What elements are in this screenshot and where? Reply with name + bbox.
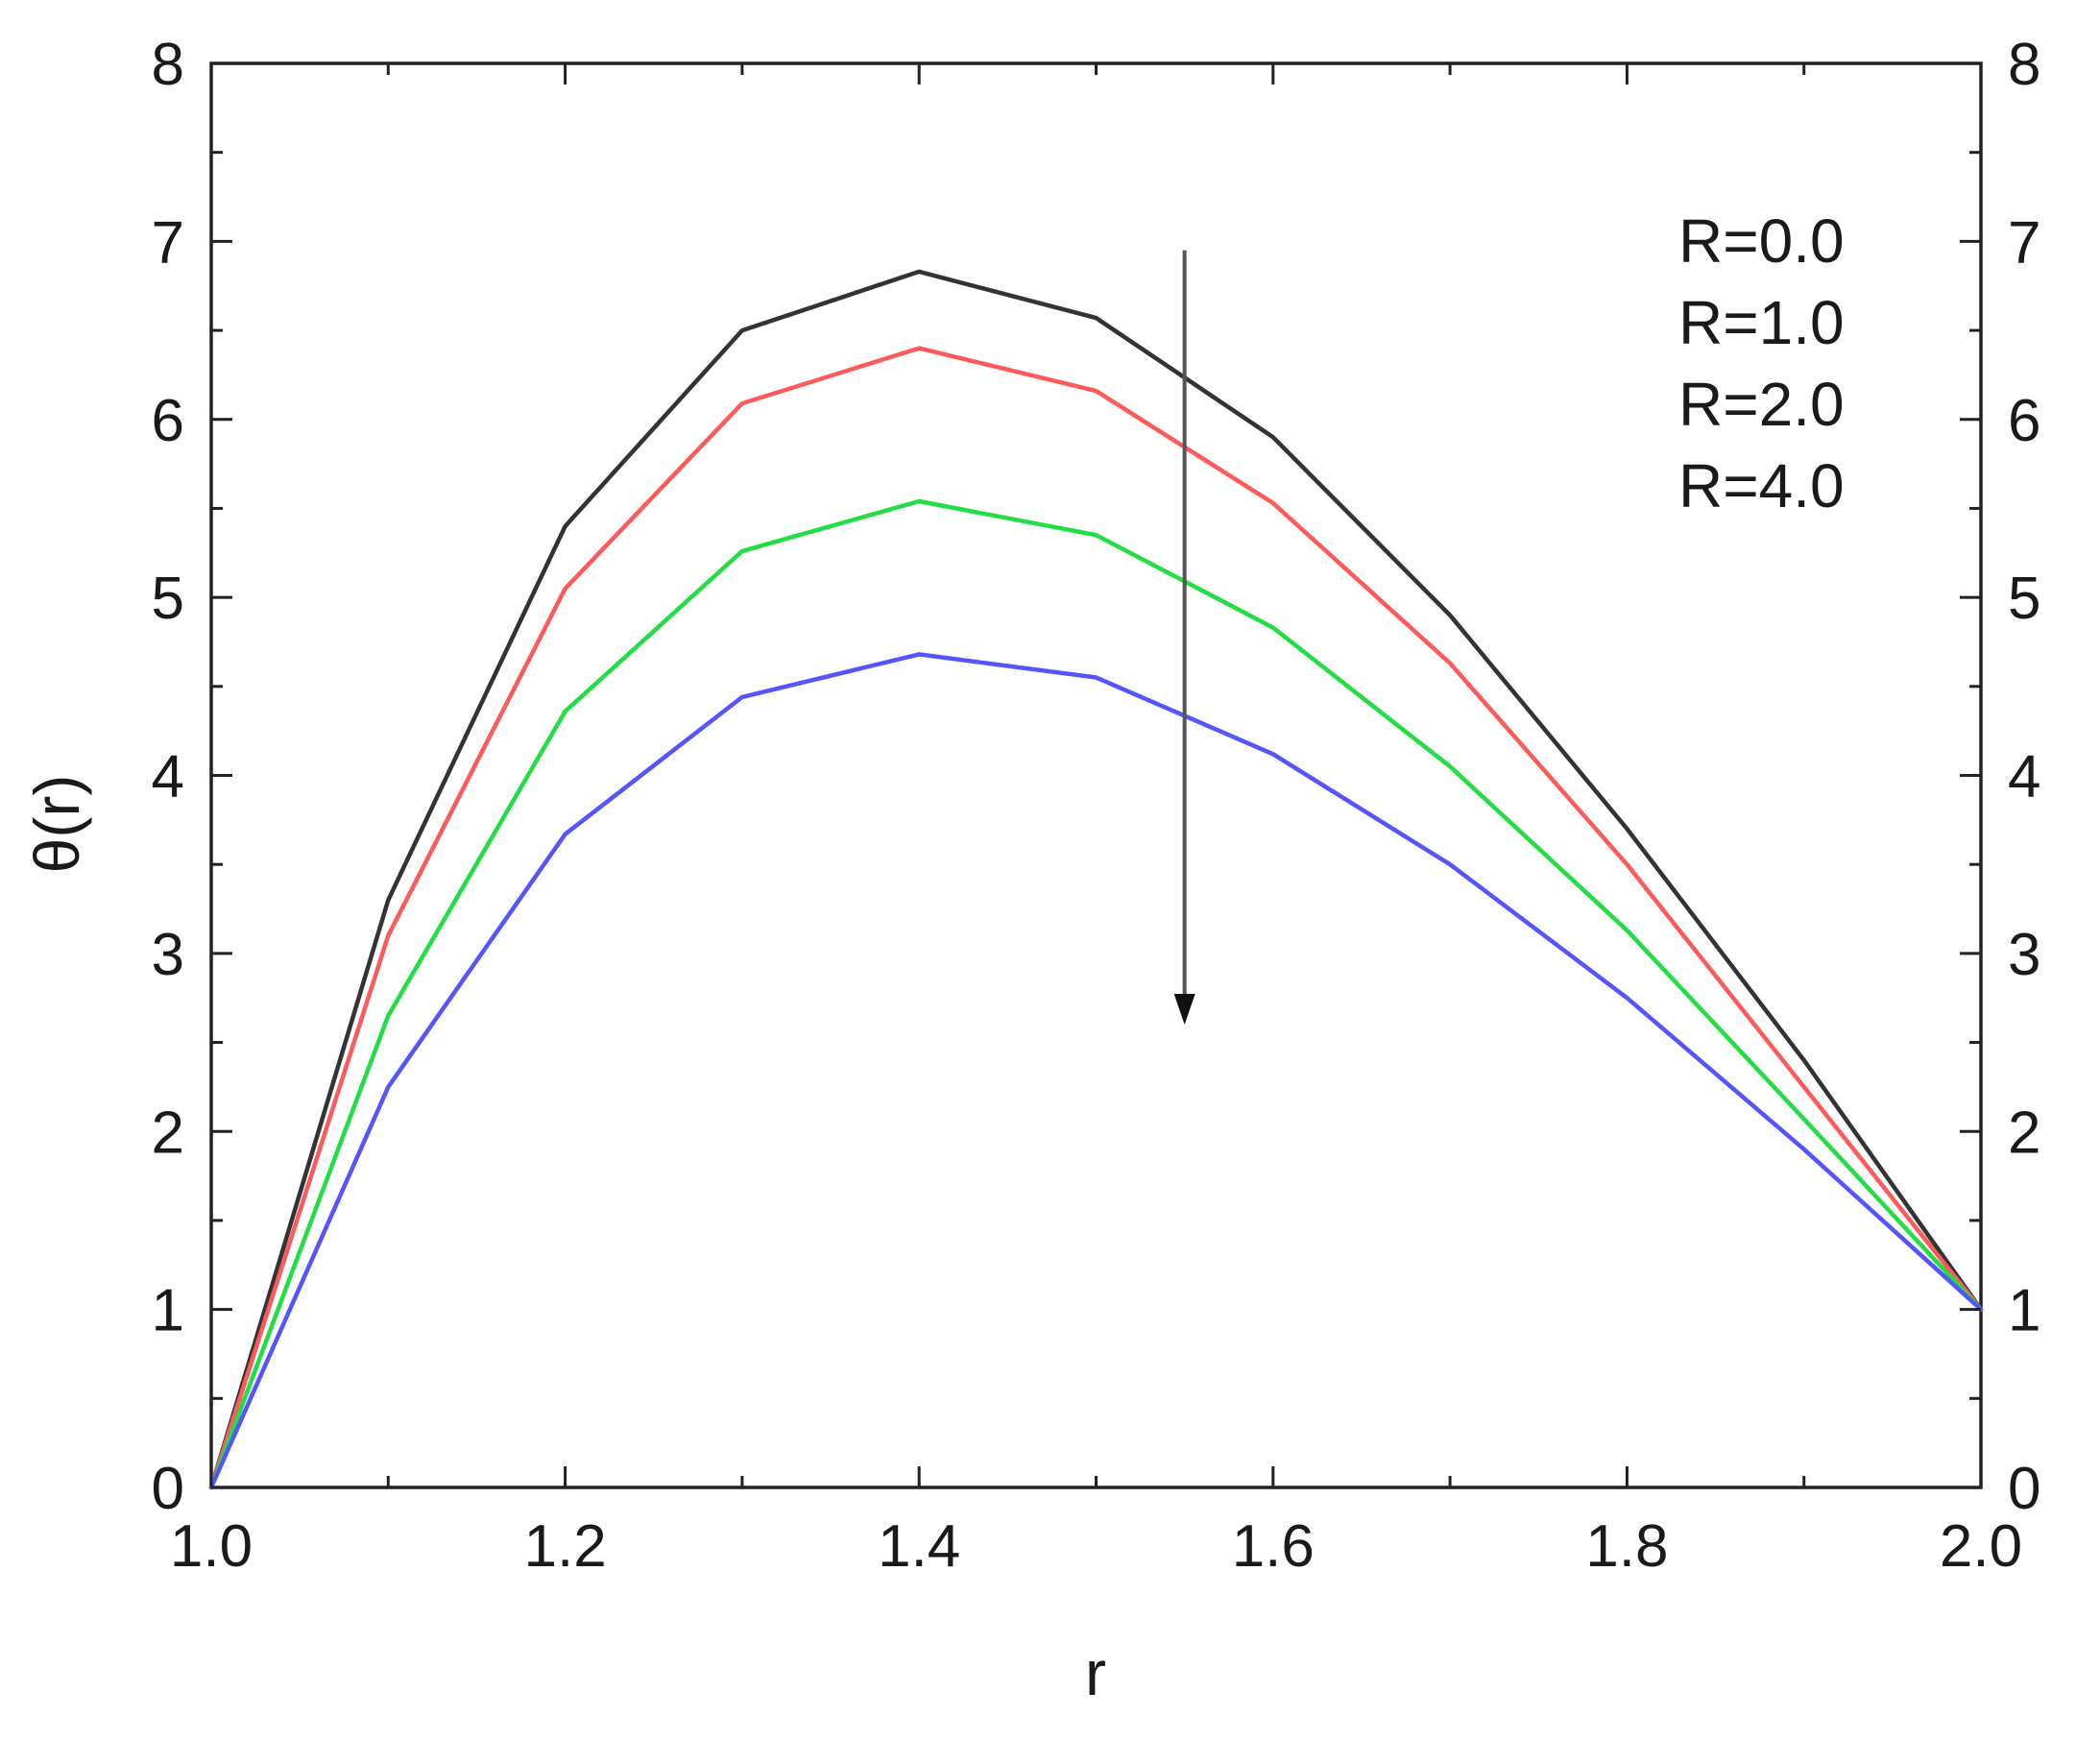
x-tick-label: 1.8 — [1585, 1513, 1668, 1580]
y-tick-label-right: 2 — [2008, 1100, 2040, 1166]
y-axis-title: θ(r) — [21, 775, 92, 874]
legend-entry-2: R=2.0 — [1678, 370, 1845, 439]
x-tick-label: 1.6 — [1232, 1513, 1315, 1580]
y-tick-label-right: 1 — [2008, 1278, 2040, 1344]
legend-entry-0: R=0.0 — [1678, 206, 1845, 276]
x-axis-title: r — [1085, 1637, 1106, 1708]
x-tick-label: 1.2 — [523, 1513, 606, 1580]
y-tick-label-right: 7 — [2008, 209, 2040, 276]
y-tick-label-left: 4 — [152, 744, 184, 810]
y-tick-label-left: 1 — [152, 1278, 184, 1344]
y-tick-label-left: 6 — [152, 388, 184, 454]
x-tick-label: 1.0 — [170, 1513, 253, 1580]
y-tick-label-left: 3 — [152, 922, 184, 988]
series-line-0 — [208, 269, 1984, 1490]
trend-arrow — [1173, 250, 1195, 1026]
legend: R=0.0 R=1.0 R=2.0 R=4.0 — [1678, 206, 1845, 520]
y-tick-label-right: 6 — [2008, 388, 2040, 454]
arrow-head — [1173, 994, 1195, 1026]
y-tick-label-left: 8 — [152, 32, 184, 98]
y-tick-label-right: 4 — [2008, 744, 2040, 810]
y-tick-label-left: 2 — [152, 1100, 184, 1166]
axis-ticks — [209, 61, 1983, 1489]
series-lines — [208, 269, 1984, 1490]
plot-frame — [209, 61, 1983, 1489]
y-tick-label-right: 0 — [2008, 1456, 2040, 1522]
series-line-3 — [208, 652, 1984, 1490]
legend-entry-1: R=1.0 — [1678, 288, 1845, 357]
legend-entry-3: R=4.0 — [1678, 451, 1845, 520]
y-tick-label-left: 0 — [152, 1456, 184, 1522]
y-tick-label-right: 8 — [2008, 32, 2040, 98]
x-tick-label: 2.0 — [1940, 1513, 2022, 1580]
series-line-1 — [208, 346, 1984, 1490]
x-tick-label: 1.4 — [878, 1513, 960, 1580]
y-tick-label-right: 3 — [2008, 922, 2040, 988]
y-tick-label-right: 5 — [2008, 566, 2040, 632]
y-tick-label-left: 5 — [152, 566, 184, 632]
y-tick-label-left: 7 — [152, 209, 184, 276]
series-line-2 — [208, 498, 1984, 1490]
plot-border — [209, 61, 1983, 1489]
